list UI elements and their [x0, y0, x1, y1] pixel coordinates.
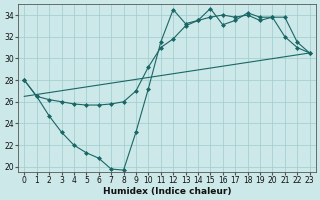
X-axis label: Humidex (Indice chaleur): Humidex (Indice chaleur)	[103, 187, 231, 196]
